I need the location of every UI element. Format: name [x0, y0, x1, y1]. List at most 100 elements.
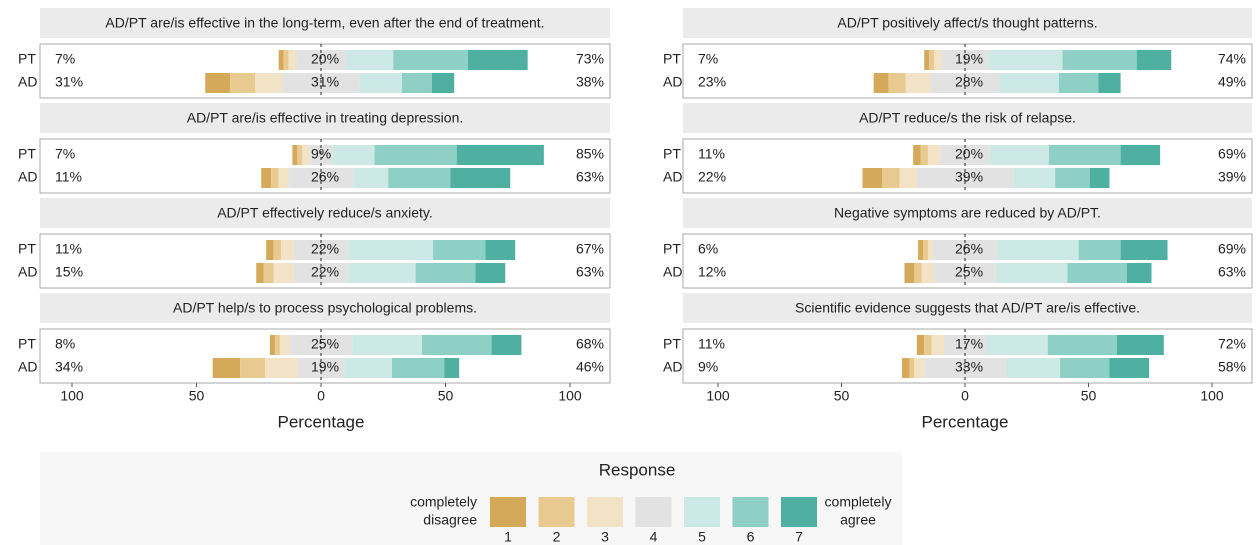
bar-segment — [297, 145, 303, 165]
bar-segment — [899, 168, 917, 188]
panel-title: AD/PT reduce/s the risk of relapse. — [859, 110, 1076, 126]
bar-segment — [353, 168, 389, 188]
neutral-label: 33% — [955, 359, 983, 375]
legend-swatch — [490, 497, 526, 527]
bar-segment — [924, 50, 930, 70]
bar-segment — [344, 358, 392, 378]
legend-swatch — [684, 497, 720, 527]
high-label: 68% — [576, 336, 604, 352]
bar-segment — [1120, 240, 1168, 260]
panel-title: AD/PT are/is effective in treating depre… — [187, 110, 464, 126]
panel-title: Negative symptoms are reduced by AD/PT. — [834, 205, 1101, 221]
bar-segment — [475, 263, 506, 283]
bar-segment — [882, 168, 900, 188]
neutral-label: 19% — [311, 359, 339, 375]
bar-segment — [927, 240, 933, 260]
row-label: PT — [663, 241, 681, 257]
bar-segment — [278, 168, 289, 188]
low-label: 7% — [55, 146, 75, 162]
row-label: AD — [18, 74, 37, 90]
bar-segment — [988, 50, 1063, 70]
legend-swatch — [781, 497, 817, 527]
bar-segment — [205, 73, 231, 93]
bar-segment — [940, 145, 990, 165]
bar-segment — [421, 335, 492, 355]
bar-segment — [263, 263, 274, 283]
legend-high-label: agree — [840, 512, 876, 528]
row-label: AD — [18, 264, 37, 280]
low-label: 22% — [698, 169, 726, 185]
bar-segment — [916, 335, 925, 355]
bar-segment — [1058, 73, 1099, 93]
legend-swatch — [538, 497, 575, 527]
x-tick-label: 100 — [1200, 388, 1224, 404]
bar-segment — [485, 240, 516, 260]
bar-segment — [345, 50, 394, 70]
bar-segment — [914, 358, 925, 378]
bar-segment — [467, 50, 528, 70]
bar-segment — [1120, 145, 1161, 165]
neutral-label: 17% — [955, 336, 983, 352]
panel-header — [683, 293, 1252, 323]
row-label: AD — [663, 74, 682, 90]
bar-segment — [985, 335, 1048, 355]
bar-segment — [289, 335, 353, 355]
row-label: AD — [663, 264, 682, 280]
bar-segment — [359, 73, 402, 93]
bar-segment — [920, 145, 928, 165]
bar-segment — [255, 73, 283, 93]
x-tick-label: 50 — [189, 388, 205, 404]
bar-segment — [902, 358, 910, 378]
row-label: PT — [18, 146, 36, 162]
bar-segment — [924, 335, 932, 355]
high-label: 85% — [576, 146, 604, 162]
bar-segment — [929, 50, 935, 70]
high-label: 67% — [576, 241, 604, 257]
legend-swatch — [732, 497, 769, 527]
bar-segment — [927, 145, 941, 165]
bar-segment — [456, 145, 544, 165]
bar-segment — [931, 335, 945, 355]
legend-level: 6 — [747, 529, 755, 545]
high-label: 58% — [1218, 359, 1246, 375]
high-label: 63% — [1218, 264, 1246, 280]
x-tick-label: 100 — [558, 388, 582, 404]
bar-segment — [393, 50, 468, 70]
neutral-label: 31% — [311, 74, 339, 90]
panel-header — [40, 8, 610, 38]
high-label: 74% — [1218, 51, 1246, 67]
high-label: 49% — [1218, 74, 1246, 90]
bar-segment — [348, 240, 434, 260]
bar-segment — [1047, 335, 1117, 355]
panel-header — [683, 8, 1252, 38]
low-label: 12% — [698, 264, 726, 280]
x-tick-label: 0 — [317, 388, 325, 404]
neutral-label: 26% — [955, 241, 983, 257]
bar-segment — [279, 335, 290, 355]
x-axis-label: Percentage — [922, 412, 1009, 431]
bar-segment — [391, 358, 445, 378]
legend-title: Response — [599, 460, 676, 479]
bar-segment — [999, 73, 1059, 93]
bar-segment — [921, 263, 935, 283]
bar-segment — [431, 73, 455, 93]
low-label: 23% — [698, 74, 726, 90]
low-label: 6% — [698, 241, 718, 257]
row-label: PT — [18, 241, 36, 257]
legend-swatch — [635, 497, 672, 527]
x-tick-label: 100 — [60, 388, 84, 404]
low-label: 11% — [698, 336, 725, 352]
bar-segment — [1055, 168, 1090, 188]
bar-segment — [1048, 145, 1121, 165]
row-label: PT — [663, 336, 681, 352]
bar-segment — [491, 335, 522, 355]
panel-header — [40, 103, 610, 133]
neutral-label: 20% — [311, 51, 339, 67]
bar-segment — [997, 240, 1079, 260]
bar-segment — [271, 168, 279, 188]
panel-header — [40, 293, 610, 323]
bar-segment — [273, 263, 294, 283]
bar-segment — [1109, 358, 1150, 378]
bar-segment — [1062, 50, 1137, 70]
high-label: 63% — [576, 169, 604, 185]
